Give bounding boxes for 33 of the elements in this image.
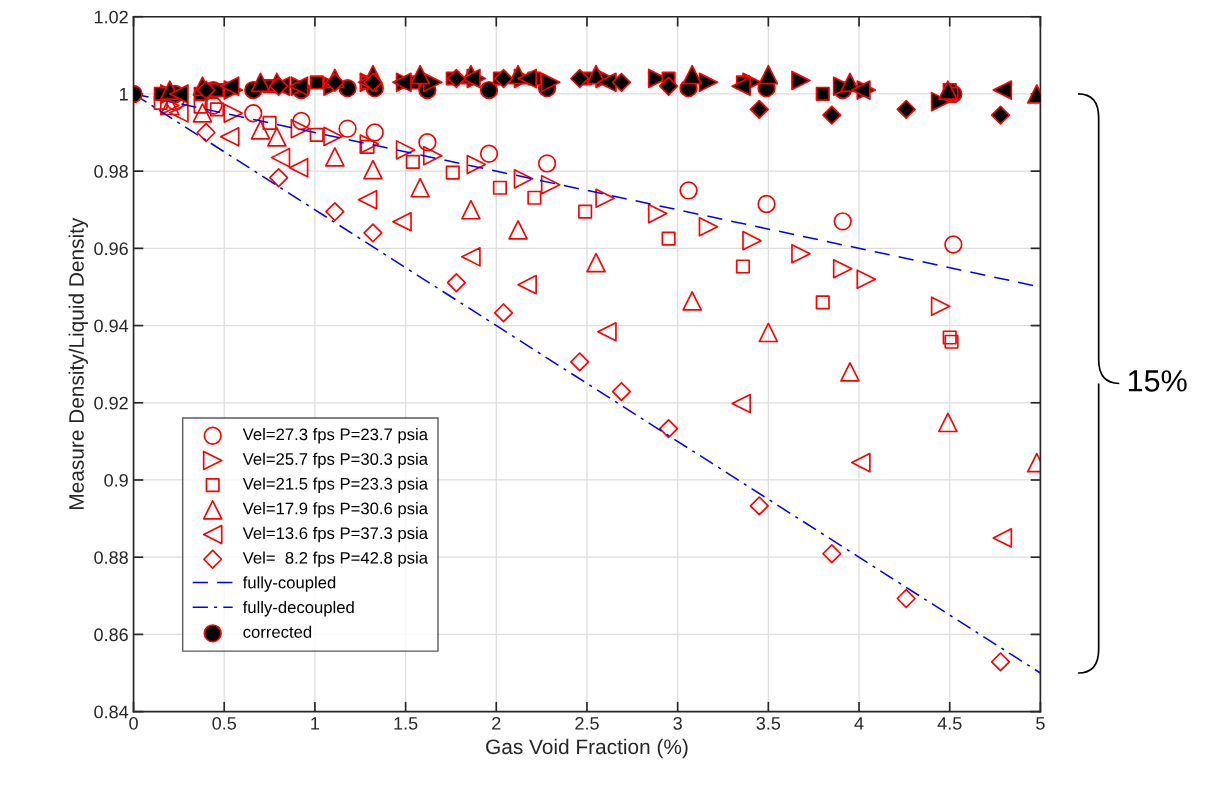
y-tick-label: 1.02 bbox=[94, 10, 128, 24]
x-tick-label: 2.5 bbox=[575, 716, 599, 730]
x-tick-label: 3.5 bbox=[756, 716, 781, 730]
y-tick-label: 0.9 bbox=[104, 473, 128, 487]
x-tick-label: 0.5 bbox=[212, 716, 237, 730]
legend-label: Vel=27.3 fps P=23.7 psia bbox=[242, 428, 429, 444]
legend-label: Vel=13.6 fps P=37.3 psia bbox=[242, 526, 429, 543]
x-tick-label: 4.5 bbox=[937, 717, 962, 730]
x-tick-label: 1 bbox=[311, 717, 320, 730]
x-tick-label: 3 bbox=[673, 716, 682, 730]
y-tick-label: 0.92 bbox=[94, 396, 128, 410]
y-axis-title: Measure Density/Liquid Density bbox=[68, 217, 88, 509]
y-tick-label: 0.94 bbox=[94, 319, 129, 333]
legend-label: Vel= 8.2 fps P=42.8 psia bbox=[242, 551, 428, 568]
x-tick-label: 2 bbox=[492, 716, 501, 730]
y-tick-label: 1 bbox=[120, 88, 128, 101]
legend-label: corrected bbox=[243, 625, 312, 638]
x-axis-title: Gas Void Fraction (%) bbox=[486, 738, 688, 759]
x-tick-label: 0 bbox=[129, 716, 138, 730]
y-tick-label: 0.96 bbox=[94, 242, 128, 256]
x-tick-label: 5 bbox=[1036, 717, 1045, 730]
x-tick-label: 4 bbox=[854, 717, 864, 730]
y-tick-label: 0.88 bbox=[94, 551, 128, 564]
legend-label: fully-coupled bbox=[242, 576, 336, 592]
x-tick-label: 1.5 bbox=[394, 717, 418, 730]
legend-label: fully-decoupled bbox=[242, 600, 354, 617]
legend-label: Vel=21.5 fps P=23.3 psia bbox=[242, 477, 429, 493]
y-tick-label: 0.84 bbox=[94, 705, 129, 719]
y-tick-label: 0.86 bbox=[94, 628, 128, 642]
legend-label: Vel=25.7 fps P=30.3 psia bbox=[242, 452, 429, 469]
legend-label: Vel=17.9 fps P=30.6 psia bbox=[242, 502, 429, 518]
y-tick-label: 0.98 bbox=[94, 165, 128, 178]
text: 15% bbox=[1128, 370, 1187, 392]
